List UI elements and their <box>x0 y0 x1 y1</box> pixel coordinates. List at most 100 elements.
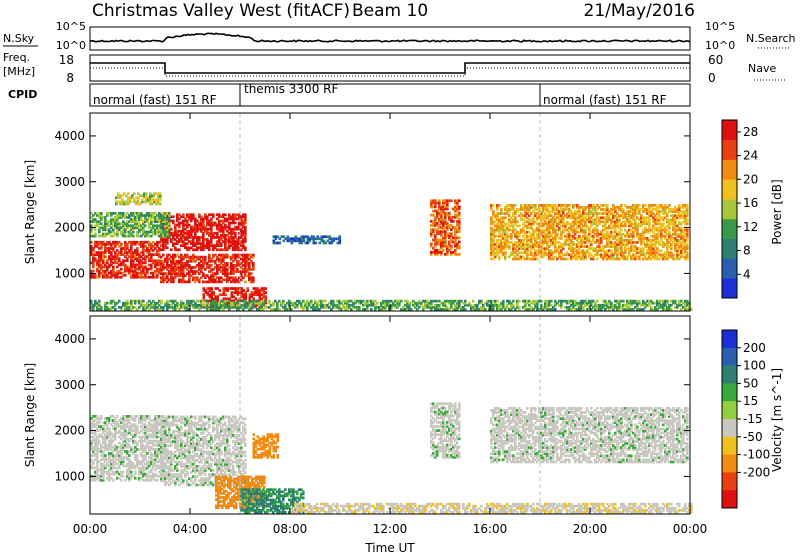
data-cell <box>128 301 131 305</box>
data-cell <box>542 206 545 209</box>
data-cell <box>374 308 377 311</box>
data-cell <box>168 226 171 230</box>
data-cell <box>368 299 371 303</box>
data-cell <box>152 259 155 263</box>
data-cell <box>142 240 145 244</box>
data-cell <box>580 303 583 307</box>
data-cell <box>226 272 229 275</box>
data-cell <box>224 266 227 269</box>
data-cell <box>206 227 209 231</box>
data-cell <box>228 215 231 219</box>
data-cell <box>592 247 595 250</box>
data-cell <box>602 234 605 238</box>
data-cell <box>424 301 427 305</box>
data-cell <box>96 308 99 311</box>
data-cell <box>136 299 139 303</box>
data-cell <box>216 244 219 247</box>
data-cell <box>340 301 343 305</box>
data-cell <box>564 226 567 230</box>
data-cell <box>570 253 573 257</box>
data-cell <box>360 301 363 305</box>
data-cell <box>168 272 171 275</box>
data-cell <box>572 243 575 246</box>
data-cell <box>500 224 503 228</box>
data-cell <box>456 199 459 203</box>
data-cell <box>682 230 685 234</box>
data-cell <box>586 214 589 217</box>
data-cell <box>674 226 677 230</box>
data-cell <box>172 255 175 259</box>
data-cell <box>512 306 515 309</box>
data-cell <box>458 240 461 244</box>
data-cell <box>652 301 655 305</box>
data-cell <box>166 303 169 307</box>
data-cell <box>162 253 165 257</box>
data-cell <box>516 249 519 253</box>
data-cell <box>230 272 233 275</box>
data-cell <box>210 308 213 311</box>
data-cell <box>618 239 621 242</box>
data-cell <box>358 306 361 309</box>
data-cell <box>512 220 515 224</box>
data-cell <box>154 263 157 267</box>
data-cell <box>226 280 229 284</box>
data-cell <box>234 234 237 237</box>
data-cell <box>200 246 203 250</box>
data-cell <box>352 303 355 307</box>
data-cell <box>154 275 157 279</box>
data-cell <box>312 306 315 309</box>
data-cell <box>230 270 233 273</box>
data-cell <box>500 210 503 213</box>
data-cell <box>418 306 421 309</box>
data-cell <box>552 230 555 234</box>
data-cell <box>574 222 577 226</box>
data-cell <box>194 217 197 221</box>
data-cell <box>624 214 627 217</box>
data-cell <box>218 213 221 217</box>
data-cell <box>160 223 163 227</box>
data-cell <box>616 222 619 226</box>
data-cell <box>130 228 133 232</box>
data-cell <box>134 212 137 215</box>
data-cell <box>616 257 619 261</box>
data-cell <box>662 308 665 311</box>
data-cell <box>512 206 515 209</box>
data-cell <box>656 239 659 242</box>
data-cell <box>528 204 531 207</box>
data-cell <box>682 210 685 213</box>
data-cell <box>434 244 437 248</box>
data-cell <box>592 234 595 238</box>
noise-panel-frame <box>89 26 691 51</box>
data-cell <box>560 249 563 253</box>
data-cell <box>508 245 511 248</box>
data-cell <box>160 230 163 234</box>
data-cell <box>648 228 651 232</box>
data-cell <box>252 293 256 297</box>
data-cell <box>190 240 193 243</box>
data-cell <box>666 212 669 215</box>
data-cell <box>150 306 153 309</box>
data-cell <box>158 224 161 228</box>
data-cell <box>166 308 169 311</box>
data-cell <box>614 210 617 213</box>
data-cell <box>642 301 645 305</box>
data-cell <box>216 231 219 235</box>
data-cell <box>218 242 221 245</box>
data-cell <box>214 295 218 299</box>
data-cell <box>124 230 127 234</box>
data-cell <box>198 213 201 217</box>
data-cell <box>312 237 316 241</box>
data-cell <box>172 221 175 225</box>
data-cell <box>290 239 294 243</box>
data-cell <box>444 232 447 236</box>
data-cell <box>520 247 523 250</box>
data-cell <box>134 218 137 221</box>
data-cell <box>592 208 595 211</box>
data-cell <box>196 264 199 267</box>
data-cell <box>92 275 95 279</box>
data-cell <box>158 249 161 252</box>
data-cell <box>316 235 320 239</box>
data-cell <box>98 226 101 230</box>
data-cell <box>154 259 157 263</box>
data-cell <box>638 299 641 303</box>
